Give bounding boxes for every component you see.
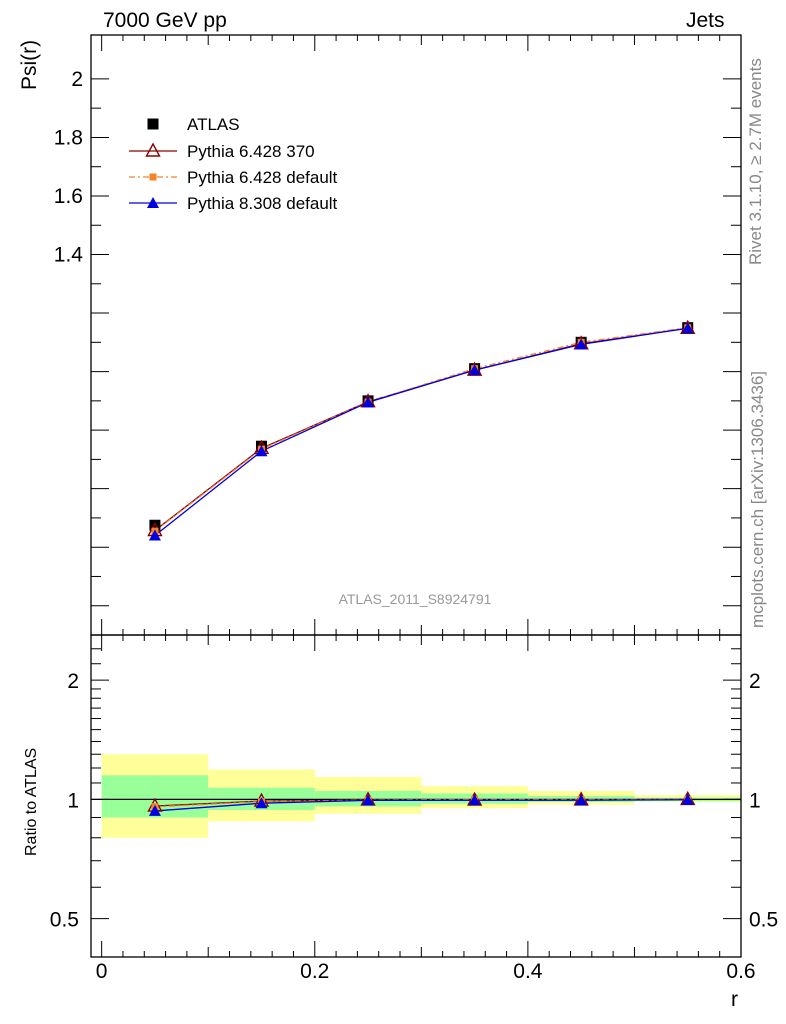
legend-marker (149, 173, 157, 181)
ratio-tick-label-right: 2 (749, 670, 761, 693)
legend-label: Pythia 6.428 default (187, 168, 338, 187)
x-tick-label: 0.4 (513, 960, 543, 983)
ratio-tick-label-right: 0.5 (749, 909, 778, 932)
axis-ticks (91, 35, 742, 957)
legend-label: ATLAS (187, 115, 240, 134)
ratio-frame (90, 634, 742, 958)
data-point (362, 396, 375, 408)
ratio-tick-label: 2 (67, 670, 79, 693)
y-tick-label: 2 (71, 68, 83, 91)
series-line (154, 327, 688, 532)
ratio-point (468, 794, 481, 806)
y-tick-label: 1.4 (54, 244, 84, 267)
ratio-point (148, 804, 161, 816)
y-tick-label: 1.8 (54, 126, 83, 149)
x-tick-label: 0 (96, 960, 108, 983)
data-point (468, 364, 481, 376)
legend-label: Pythia 6.428 370 (187, 142, 315, 161)
data-point (148, 529, 161, 541)
legend-marker (145, 142, 161, 157)
y-axis-label: Psi(r) (18, 40, 41, 90)
ratio-tick-label: 1 (67, 789, 79, 812)
legend-marker (147, 118, 159, 130)
data-point (149, 519, 161, 531)
legend: ATLAS Pythia 6.428 370 Pythia 6.428 defaul… (129, 115, 338, 213)
ratio-series-line (154, 799, 688, 812)
header-left: 7000 GeV pp (103, 9, 227, 32)
legend-marker (147, 197, 159, 208)
y-tick-label: 1.6 (54, 185, 83, 208)
data-point (255, 445, 268, 457)
tick-labels: 0 0.2 0.4 0.6 1.4 1.6 1.8 2 0.5 0.5 1 1 2 2 (50, 68, 778, 983)
data-point (681, 322, 694, 334)
legend-label: Pythia 8.308 default (187, 194, 338, 213)
uncertainty-bands (101, 754, 741, 838)
ratio-tick-label-right: 1 (749, 789, 761, 812)
ratio-point (362, 794, 375, 806)
series-line (154, 327, 688, 532)
header-right: Jets (686, 9, 725, 32)
x-axis-label: r (731, 988, 738, 1011)
data-point (575, 338, 588, 350)
ratio-axis-label: Ratio to ATLAS (23, 748, 40, 856)
analysis-label: ATLAS_2011_S8924791 (339, 591, 492, 607)
x-tick-label: 0.2 (300, 960, 329, 983)
ratio-point (575, 794, 588, 806)
series-layer (147, 319, 696, 816)
ratio-tick-label: 0.5 (50, 909, 79, 932)
ratio-point (681, 793, 694, 805)
series-line (154, 327, 688, 536)
x-tick-label: 0.6 (726, 960, 755, 983)
ratio-point (255, 797, 268, 809)
